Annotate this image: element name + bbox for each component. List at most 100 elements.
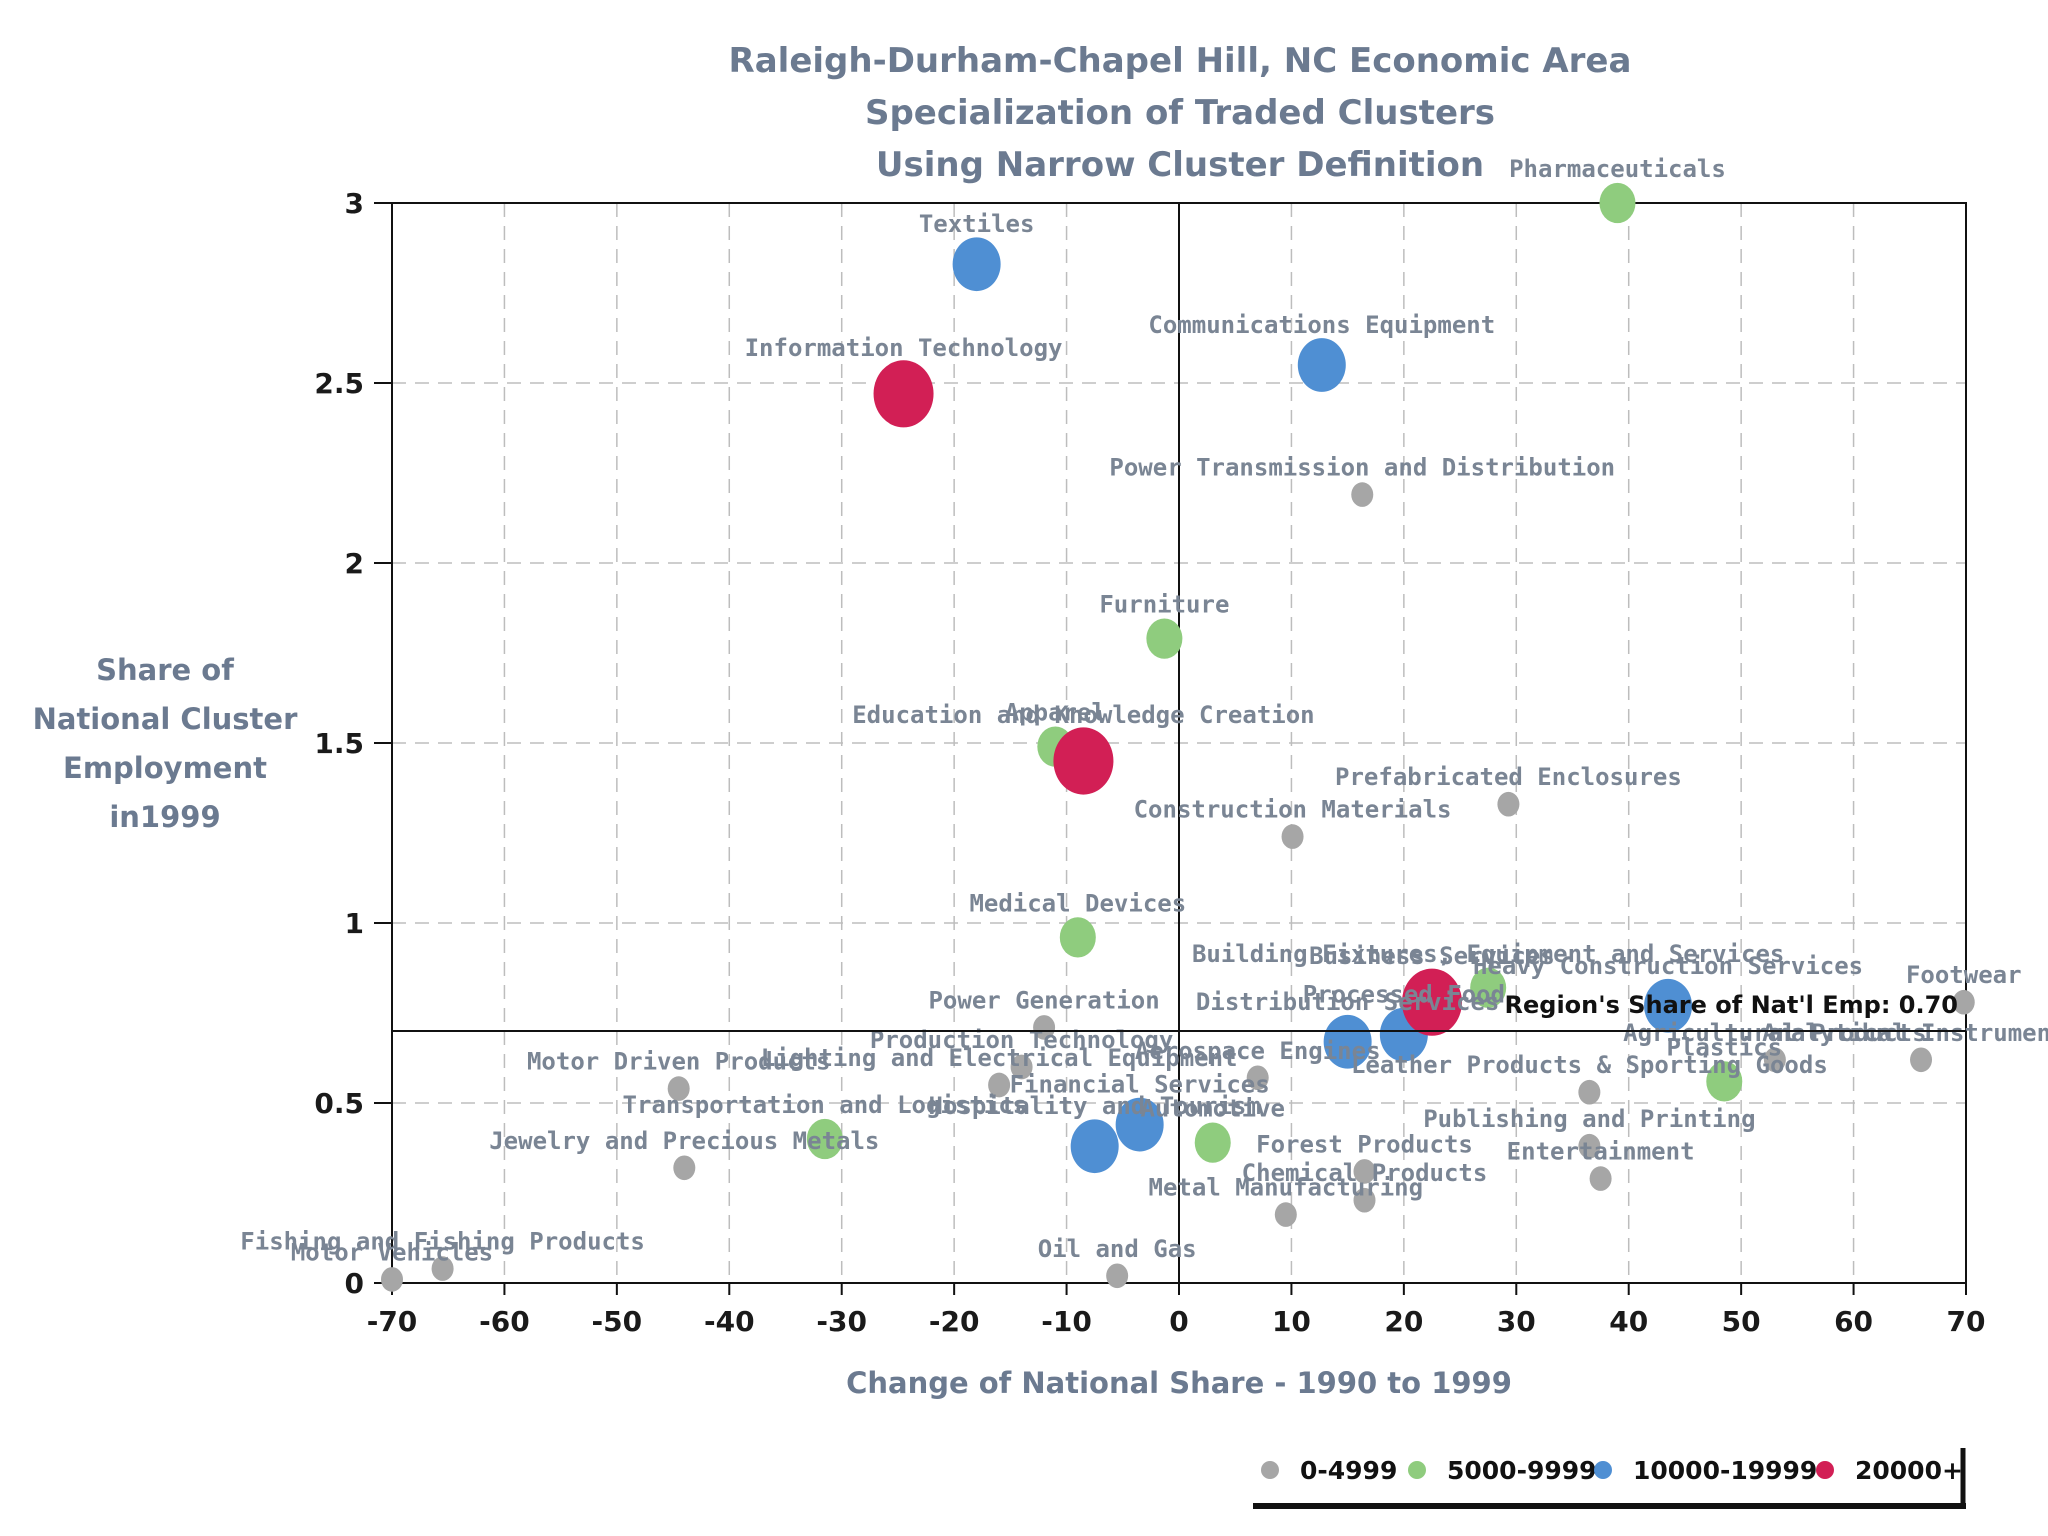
x-tick-label: -40 xyxy=(704,1305,755,1338)
point-label-construction-materials: Construction Materials xyxy=(1134,796,1452,824)
point-label-building-fixtures-equipment-and-services: Building Fixtures, Equipment and Service… xyxy=(1192,940,1784,968)
point-metal-manufacturing xyxy=(1274,1202,1297,1227)
point-label-financial-services: Financial Services xyxy=(1010,1071,1270,1099)
point-label-entertainment: Entertainment xyxy=(1507,1138,1695,1166)
point-label-processed-food: Processed Food xyxy=(1303,981,1505,1009)
point-label-fishing-and-fishing-products: Fishing and Fishing Products xyxy=(240,1228,645,1256)
point-label-agricultural-products: Agricultural Products xyxy=(1623,1019,1926,1047)
point-aerospace-engines xyxy=(1246,1065,1269,1091)
point-label-forest-products: Forest Products xyxy=(1256,1130,1473,1158)
point-label-analytical-instruments: Analytical Instruments xyxy=(1762,1019,2048,1047)
point-label-jewelry-and-precious-metals: Jewelry and Precious Metals xyxy=(489,1127,879,1155)
x-tick-label: 30 xyxy=(1497,1305,1536,1338)
legend-marker-10000-19999 xyxy=(1594,1461,1612,1479)
chart-title-line-2: Specialization of Traded Clusters xyxy=(865,93,1495,133)
x-tick-label: -20 xyxy=(929,1305,980,1338)
legend-label-10000-19999: 10000-19999 xyxy=(1633,1456,1817,1485)
reference-line-label: Region's Share of Nat'l Emp: 0.70 xyxy=(1505,991,1958,1019)
point-label-oil-and-gas: Oil and Gas xyxy=(1038,1235,1197,1263)
y-axis-label-line-2: National Cluster xyxy=(33,702,298,736)
x-tick-label: 40 xyxy=(1609,1305,1648,1338)
point-furniture xyxy=(1146,618,1183,659)
x-tick-label: 0 xyxy=(1169,1305,1188,1338)
point-label-heavy-construction-services: Heavy Construction Services xyxy=(1473,952,1863,980)
point-footwear xyxy=(1952,989,1975,1015)
point-building-fixtures-equipment-and-services xyxy=(1470,967,1507,1008)
point-education-and-knowledge-creation xyxy=(1053,727,1114,795)
point-medical-devices xyxy=(1059,917,1096,958)
x-tick-label: 10 xyxy=(1272,1305,1311,1338)
point-communications-equipment xyxy=(1297,338,1346,392)
point-label-leather-products-sporting-goods: Leather Products & Sporting Goods xyxy=(1351,1051,1828,1079)
point-label-automotive: Automotive xyxy=(1140,1095,1285,1123)
point-label-lighting-and-electrical-equipment: Lighting and Electrical Equipment xyxy=(761,1044,1238,1072)
legend-label-20000: 20000+ xyxy=(1855,1456,1963,1485)
point-construction-materials xyxy=(1281,824,1304,849)
point-label-plastics: Plastics xyxy=(1666,1033,1782,1061)
point-business-services xyxy=(1401,968,1462,1036)
point-oil-and-gas xyxy=(1106,1263,1129,1289)
y-tick-label: 1.5 xyxy=(314,727,364,760)
point-label-power-transmission-and-distribution: Power Transmission and Distribution xyxy=(1109,454,1615,482)
point-motor-vehicles xyxy=(381,1267,403,1292)
legend-label-0-4999: 0-4999 xyxy=(1300,1456,1397,1485)
point-power-transmission-and-distribution xyxy=(1351,482,1374,507)
x-axis-ticks: -70 -60 -50 -40 -30 -20 -10 0 10 20 30 40 50 60 70 xyxy=(367,1283,1986,1338)
point-fishing-and-fishing-products xyxy=(431,1256,454,1281)
point-publishing-and-printing xyxy=(1578,1133,1601,1159)
point-label-education-and-knowledge-creation: Education and Knowledge Creation xyxy=(852,701,1314,729)
x-axis-label: Change of National Share - 1990 to 1999 xyxy=(846,1366,1512,1400)
point-production-technology xyxy=(1010,1054,1033,1080)
point-information-technology xyxy=(873,360,934,428)
y-tick-label: 2.5 xyxy=(314,367,364,400)
point-power-generation xyxy=(1033,1015,1056,1040)
point-entertainment xyxy=(1589,1166,1612,1191)
chart-title-line-1: Raleigh-Durham-Chapel Hill, NC Economic … xyxy=(729,41,1632,81)
point-jewelry-and-precious-metals xyxy=(673,1155,696,1181)
point-plastics xyxy=(1706,1061,1743,1102)
point-agricultural-products xyxy=(1763,1047,1786,1073)
point-analytical-instruments xyxy=(1910,1047,1933,1073)
point-label-motor-vehicles: Motor Vehicles xyxy=(291,1238,493,1266)
point-label-metal-manufacturing: Metal Manufacturing xyxy=(1149,1174,1424,1202)
point-label-prefabricated-enclosures: Prefabricated Enclosures xyxy=(1335,763,1682,791)
x-tick-label: -70 xyxy=(367,1305,418,1338)
x-tick-label: -60 xyxy=(479,1305,530,1338)
point-label-business-services: Business Services xyxy=(1309,942,1555,970)
point-label-hospitality-and-tourism: Hospitality and Tourism xyxy=(929,1092,1261,1120)
legend: 0-4999 5000-9999 10000-19999 20000+ xyxy=(1253,1448,1966,1509)
y-axis-label: Share of National Cluster Employment in1999 xyxy=(33,653,298,834)
y-axis-ticks: 0 0.5 1 1.5 2 2.5 3 xyxy=(314,187,392,1300)
y-tick-label: 2 xyxy=(345,547,364,580)
point-forest-products xyxy=(1353,1159,1376,1184)
point-label-chemical-products: Chemical Products xyxy=(1242,1159,1488,1187)
x-tick-label: 20 xyxy=(1384,1305,1423,1338)
point-financial-services xyxy=(1115,1097,1164,1152)
point-label-transportation-and-logistics: Transportation and Logistics xyxy=(623,1091,1028,1119)
x-tick-label: 60 xyxy=(1834,1305,1873,1338)
point-label-medical-devices: Medical Devices xyxy=(969,889,1186,917)
x-tick-label: 70 xyxy=(1947,1305,1986,1338)
point-textiles xyxy=(952,237,1001,292)
x-tick-label: -30 xyxy=(816,1305,867,1338)
y-tick-label: 1 xyxy=(345,907,364,940)
point-prefabricated-enclosures xyxy=(1497,791,1520,817)
x-tick-label: -10 xyxy=(1041,1305,1092,1338)
y-axis-label-line-1: Share of xyxy=(96,653,234,687)
point-lighting-and-electrical-equipment xyxy=(988,1072,1011,1098)
point-label-motor-driven-products: Motor Driven Products xyxy=(527,1048,830,1076)
point-pharmaceuticals xyxy=(1599,182,1636,224)
point-transportation-and-logistics xyxy=(806,1118,843,1160)
point-label-information-technology: Information Technology xyxy=(745,334,1063,362)
legend-marker-20000 xyxy=(1816,1461,1834,1479)
point-label-textiles: Textiles xyxy=(919,210,1035,238)
y-tick-label: 0 xyxy=(345,1267,364,1300)
point-chemical-products xyxy=(1353,1187,1376,1213)
chart-title-line-3: Using Narrow Cluster Definition xyxy=(876,145,1484,185)
point-leather-products-sporting-goods xyxy=(1578,1079,1601,1105)
point-automotive xyxy=(1194,1122,1231,1163)
y-axis-label-line-3: Employment xyxy=(63,751,267,785)
point-label-communications-equipment: Communications Equipment xyxy=(1148,311,1495,339)
legend-label-5000-9999: 5000-9999 xyxy=(1447,1456,1597,1485)
point-label-publishing-and-printing: Publishing and Printing xyxy=(1423,1105,1755,1133)
